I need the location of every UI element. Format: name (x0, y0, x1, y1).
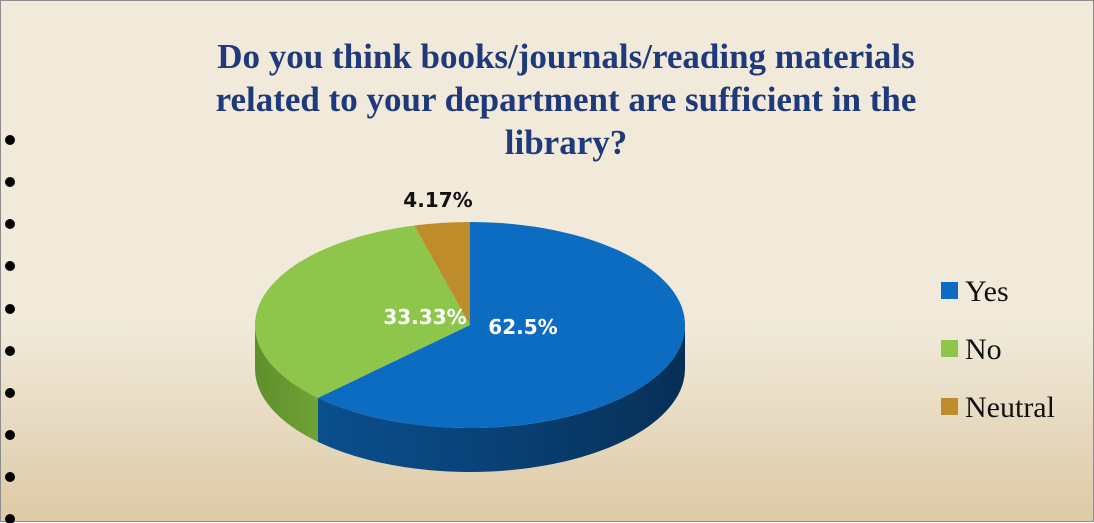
legend-swatch-neutral (941, 398, 958, 415)
pie-side-yes (317, 325, 685, 472)
bullet-dot (5, 304, 15, 314)
data-label-neutral: 4.17% (403, 188, 472, 212)
legend-label-neutral: Neutral (965, 391, 1055, 424)
data-label-yes: 62.5% (488, 315, 557, 339)
chart-title: Do you think books/journals/reading mate… (216, 37, 917, 162)
legend-label-yes: Yes (965, 275, 1009, 308)
legend: Yes No Neutral (941, 275, 1055, 424)
chart-title-line: library? (505, 123, 627, 162)
legend-label-no: No (965, 333, 1002, 366)
pie-slice-no (255, 225, 470, 398)
legend-swatch-yes (941, 282, 958, 299)
bullet-dot (5, 514, 15, 523)
pie-sides (255, 325, 685, 472)
chart-title-line: related to your department are sufficien… (216, 80, 917, 119)
chart-title-line: Do you think books/journals/reading mate… (217, 37, 915, 76)
legend-item-no: No (941, 333, 1002, 366)
pie-slice-yes (317, 222, 685, 428)
pie-slice-neutral (414, 222, 470, 325)
bullet-dot (5, 261, 15, 271)
pie-slices (255, 222, 685, 428)
bullet-dot (5, 135, 15, 145)
bullet-dot (5, 177, 15, 187)
bullet-dot (5, 430, 15, 440)
data-labels: 62.5% 33.33% 4.17% (383, 188, 557, 339)
bullet-dot (5, 472, 15, 482)
legend-swatch-no (941, 340, 958, 357)
data-label-no: 33.33% (383, 305, 466, 329)
legend-item-yes: Yes (941, 275, 1009, 308)
bullet-dot (5, 219, 15, 229)
bullet-dot (5, 346, 15, 356)
bullet-markers (5, 135, 15, 523)
bullet-dot (5, 388, 15, 398)
legend-item-neutral: Neutral (941, 391, 1055, 424)
pie-side-no (255, 325, 318, 442)
